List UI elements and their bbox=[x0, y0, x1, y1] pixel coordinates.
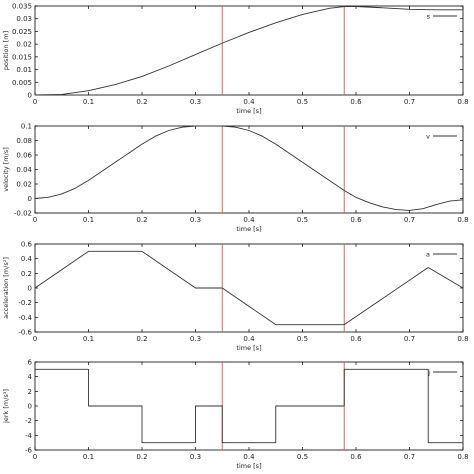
x-tick-label: 0.4 bbox=[243, 98, 255, 106]
y-tick-label: -0.4 bbox=[18, 314, 32, 322]
legend-label: a bbox=[426, 251, 430, 259]
x-tick-label: 0 bbox=[33, 335, 37, 343]
x-tick-label: 0.3 bbox=[190, 98, 201, 106]
x-tick-label: 0.6 bbox=[350, 98, 362, 106]
x-tick-label: 0.1 bbox=[83, 216, 94, 224]
chart-panel-1: 0 0.1 0.2 0.3 0.4 0.5 0.6 0.7 0.8-0.0200.020.040… bbox=[2, 123, 469, 234]
y-axis-label: acceleration [m/s²] bbox=[2, 257, 10, 319]
plot-frame bbox=[34, 5, 464, 96]
chart-panel-0: 0 0.1 0.2 0.3 0.4 0.5 0.6 0.7 0.8 0 0.005 0.01 0.015… bbox=[2, 3, 469, 116]
y-axis-label: velocity [m/s] bbox=[2, 147, 10, 191]
y-tick-label: -0.02 bbox=[14, 210, 32, 218]
x-tick-label: 0.7 bbox=[404, 335, 415, 343]
x-tick-label: 0 bbox=[33, 98, 37, 106]
x-tick-label: 0.3 bbox=[190, 216, 201, 224]
x-tick-label: 0.4 bbox=[243, 216, 255, 224]
y-tick-label: 0.035 bbox=[12, 3, 32, 11]
legend-label: j bbox=[427, 369, 430, 377]
series-line-a bbox=[34, 250, 464, 326]
y-tick-label: 0.1 bbox=[21, 123, 32, 131]
x-tick-label: 0.2 bbox=[136, 98, 147, 106]
x-tick-label: 0.8 bbox=[457, 98, 468, 106]
y-tick-label: -0.2 bbox=[18, 299, 32, 307]
legend-label: v bbox=[426, 133, 430, 141]
x-tick-label: 0.8 bbox=[457, 216, 468, 224]
y-axis-label: position [m] bbox=[2, 31, 10, 70]
x-tick-label: 0.4 bbox=[243, 335, 255, 343]
x-tick-label: 0.5 bbox=[297, 335, 308, 343]
chart-panel-3: 0 0.1 0.2 0.3 0.4 0.5 0.6 0.7 0.8 -6 -4 -2 0 2 4 6 time … bbox=[2, 359, 469, 471]
y-tick-label: 0 bbox=[28, 92, 32, 100]
y-tick-label: 0.08 bbox=[16, 137, 32, 145]
x-tick-label: 0 bbox=[33, 216, 37, 224]
y-tick-label: 6 bbox=[28, 359, 33, 367]
x-tick-label: 0.7 bbox=[404, 98, 415, 106]
y-tick-label: 0.02 bbox=[16, 41, 32, 49]
y-tick-label: 0 bbox=[28, 285, 32, 293]
y-tick-label: 4 bbox=[28, 373, 33, 381]
y-tick-label: 0.03 bbox=[16, 15, 32, 23]
x-tick-label: 0.5 bbox=[297, 453, 308, 461]
y-tick-label: 0.01 bbox=[16, 66, 32, 74]
y-tick-label: 0 bbox=[28, 195, 32, 203]
x-tick-label: 0.3 bbox=[190, 453, 201, 461]
x-axis-label: time [s] bbox=[236, 344, 261, 352]
x-tick-label: 0.3 bbox=[190, 335, 201, 343]
plot-frame bbox=[34, 125, 464, 214]
x-tick-label: 0.8 bbox=[457, 335, 468, 343]
x-tick-label: 0 bbox=[33, 453, 37, 461]
x-tick-label: 0.1 bbox=[83, 335, 94, 343]
x-axis-label: time [s] bbox=[236, 462, 261, 470]
x-tick-label: 0.1 bbox=[83, 453, 94, 461]
x-tick-label: 0.7 bbox=[404, 453, 415, 461]
x-tick-label: 0.6 bbox=[350, 453, 362, 461]
legend-label: s bbox=[427, 13, 431, 21]
y-tick-label: 0.04 bbox=[16, 166, 32, 174]
x-tick-label: 0.5 bbox=[297, 98, 308, 106]
x-tick-label: 0.2 bbox=[136, 216, 147, 224]
y-tick-label: 0.02 bbox=[16, 181, 32, 189]
x-tick-label: 0.5 bbox=[297, 216, 308, 224]
x-tick-label: 0.8 bbox=[457, 453, 468, 461]
y-tick-label: -6 bbox=[25, 447, 33, 455]
y-tick-label: 2 bbox=[28, 388, 32, 396]
y-tick-label: 0 bbox=[28, 403, 32, 411]
chart-panel-2: 0 0.1 0.2 0.3 0.4 0.5 0.6 0.7 0.8 -0.6 -0.4 -0.2 0 0.… bbox=[2, 241, 469, 353]
series-line-v bbox=[34, 125, 464, 211]
x-tick-label: 0.6 bbox=[350, 335, 362, 343]
x-tick-label: 0.7 bbox=[404, 216, 415, 224]
x-tick-label: 0.1 bbox=[83, 98, 94, 106]
x-axis-label: time [s] bbox=[236, 107, 261, 115]
y-tick-label: 0.06 bbox=[16, 152, 32, 160]
y-tick-label: -2 bbox=[25, 417, 32, 425]
x-tick-label: 0.2 bbox=[136, 453, 147, 461]
y-tick-label: 0.6 bbox=[21, 241, 33, 249]
y-tick-label: 0.015 bbox=[12, 53, 32, 61]
y-tick-label: -4 bbox=[25, 432, 33, 440]
x-tick-label: 0.2 bbox=[136, 335, 147, 343]
x-axis-label: time [s] bbox=[236, 225, 261, 233]
y-tick-label: -0.6 bbox=[18, 329, 32, 337]
y-tick-label: 0.4 bbox=[21, 255, 33, 263]
x-tick-label: 0.6 bbox=[350, 216, 362, 224]
series-line-s bbox=[34, 6, 463, 96]
y-axis-label: jerk [m/s³] bbox=[2, 389, 10, 424]
x-tick-label: 0.4 bbox=[243, 453, 255, 461]
y-tick-label: 0.2 bbox=[21, 270, 32, 278]
y-tick-label: 0.025 bbox=[12, 28, 32, 36]
series-line-j bbox=[35, 368, 463, 444]
y-tick-label: 0.005 bbox=[12, 79, 32, 87]
